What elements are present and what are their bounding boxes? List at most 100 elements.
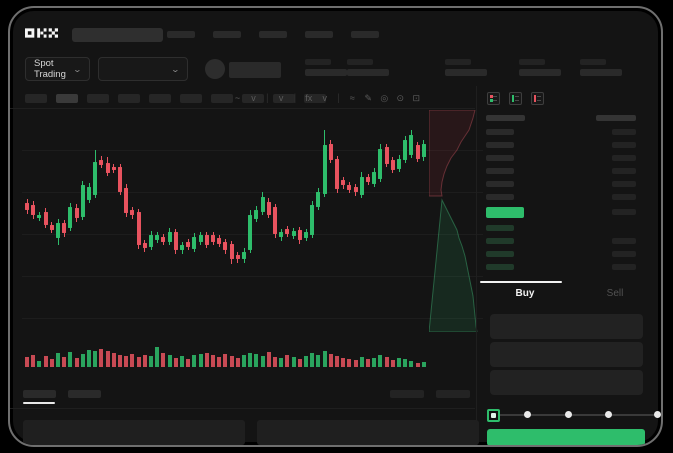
volume-bar [211,355,215,367]
interval-button[interactable] [118,94,140,103]
bottom-link[interactable] [436,390,470,398]
nav-item-placeholder[interactable] [213,31,241,38]
volume-bar [155,347,160,367]
book-bids-view-icon[interactable] [509,92,522,105]
interval-button[interactable] [273,94,295,103]
bid-price-placeholder[interactable] [486,238,514,244]
candle-body [229,244,234,259]
compare-chevron-icon[interactable]: v [278,93,284,103]
interval-button[interactable] [149,94,171,103]
trade-input-field[interactable] [490,370,643,395]
volume-bar [273,357,277,367]
trade-input-field[interactable] [490,342,643,367]
candle-body [217,238,222,244]
market-type-dropdown[interactable]: Spot Trading ⌄ [25,57,90,81]
bottom-tab[interactable] [68,390,101,398]
ask-price-placeholder[interactable] [486,181,514,187]
ask-amount-placeholder[interactable] [612,129,636,135]
book-asks-view-icon[interactable] [531,92,544,105]
slider-stop-dot[interactable] [605,411,612,418]
tab-buy[interactable]: Buy [515,288,535,299]
volume-bar [279,358,284,367]
ask-price-placeholder[interactable] [486,142,514,148]
last-price-bar[interactable] [486,207,524,218]
ask-price-placeholder[interactable] [486,129,514,135]
candle-body [142,243,147,248]
nav-item-placeholder[interactable] [351,31,379,38]
stat-label-placeholder [445,59,471,65]
slider-handle[interactable] [487,409,500,422]
bid-price-placeholder[interactable] [486,225,514,231]
icon-mark [537,100,541,101]
interval-button[interactable] [180,94,202,103]
fullscreen-icon[interactable]: ⊡ [412,93,421,103]
line-tool-icon[interactable]: ≈ [349,93,355,103]
search-input[interactable] [72,28,163,42]
chevron-down-icon[interactable]: v [251,93,256,103]
bid-price-placeholder[interactable] [486,251,514,257]
volume-bar [291,357,296,367]
indicators-icon[interactable]: fx [305,93,313,103]
ask-amount-placeholder[interactable] [612,194,636,200]
chevron-down-icon[interactable]: v [322,93,327,103]
bid-amount-placeholder[interactable] [612,238,636,244]
nav-item-placeholder[interactable] [305,31,333,38]
slider-stop-dot[interactable] [524,411,531,418]
interval-button[interactable] [242,94,264,103]
stat-value-placeholder [445,69,487,76]
last-price-amount-placeholder [612,209,636,215]
book-split-view-icon[interactable] [487,92,500,105]
ask-amount-placeholder[interactable] [612,168,636,174]
candle-body [68,207,73,228]
volume-bar [341,358,346,367]
candle-body [186,242,191,247]
candle-body [149,235,153,247]
bottom-tab[interactable] [23,390,56,398]
candle-body [99,160,104,165]
settings-icon[interactable]: ⊙ [396,93,405,103]
amount-slider-track[interactable] [492,414,658,416]
screenshot-icon[interactable]: ◎ [380,93,389,103]
bid-amount-placeholder[interactable] [612,251,636,257]
nav-item-placeholder[interactable] [167,31,195,38]
price-chart[interactable] [22,110,483,337]
ask-amount-placeholder[interactable] [612,155,636,161]
slider-stop-dot[interactable] [654,411,661,418]
bid-amount-placeholder[interactable] [612,264,636,270]
divider: | [337,92,340,104]
interval-button[interactable] [211,94,233,103]
candle-body [260,197,265,212]
ask-price-placeholder[interactable] [486,194,514,200]
candle-style-icon[interactable]: ~ [234,93,241,103]
bid-price-placeholder[interactable] [486,264,514,270]
candle-body [74,208,79,218]
nav-item-placeholder[interactable] [259,31,287,38]
divider: | [266,92,269,104]
stat-value-placeholder [347,69,389,76]
volume-bar [335,356,339,367]
candle-body [173,232,178,250]
trade-input-field[interactable] [490,314,643,339]
interval-button[interactable] [56,94,78,103]
volume-bar [366,359,370,367]
buy-submit-button[interactable] [487,429,645,445]
ask-amount-placeholder[interactable] [612,181,636,187]
candle-body [341,180,346,185]
interval-button[interactable] [25,94,47,103]
interval-button[interactable] [87,94,109,103]
ask-price-placeholder[interactable] [486,155,514,161]
bottom-link[interactable] [390,390,424,398]
slider-stop-dot[interactable] [565,411,572,418]
candle-body [223,242,228,250]
ask-amount-placeholder[interactable] [612,142,636,148]
volume-bar [87,350,91,367]
draw-tool-icon[interactable]: ✎ [364,93,373,103]
candle-body [93,162,98,195]
stat-value-placeholder [305,69,347,76]
tab-sell[interactable]: Sell [606,288,624,299]
candle-body [285,229,290,234]
ask-price-placeholder[interactable] [486,168,514,174]
candle-body [105,163,110,173]
interval-button[interactable] [304,94,326,103]
pair-dropdown[interactable]: ⌄ [98,57,188,81]
